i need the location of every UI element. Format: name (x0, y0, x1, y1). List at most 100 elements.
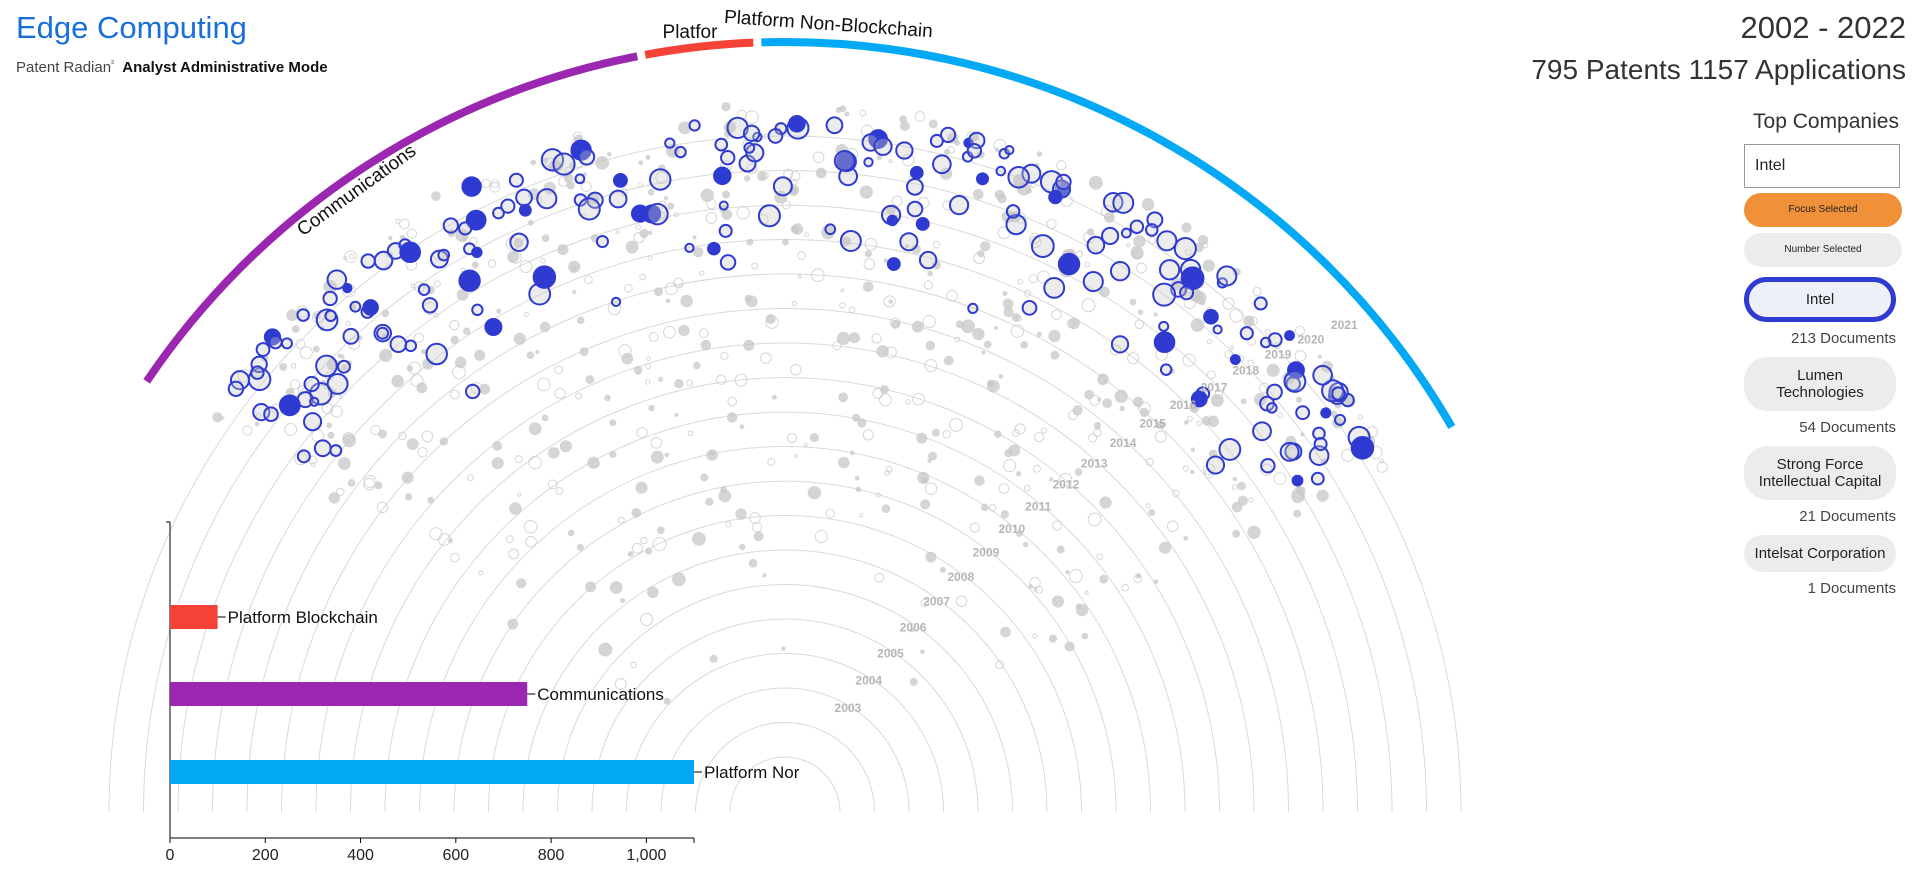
intel-document-dot (425, 342, 448, 366)
document-dot (585, 375, 595, 384)
document-dot (983, 340, 992, 349)
document-dot (1237, 495, 1248, 506)
document-dot (663, 697, 671, 705)
intel-document-dot (1004, 144, 1015, 156)
document-dot (481, 178, 491, 189)
document-dot (1093, 428, 1102, 437)
document-dot (625, 240, 639, 254)
document-dot (993, 325, 998, 330)
intel-document-dot (995, 165, 1007, 177)
number-selected-button[interactable]: Number Selected (1744, 233, 1902, 267)
document-dot (680, 294, 693, 308)
intel-document-dot (573, 193, 588, 207)
document-dot (345, 320, 351, 326)
ring-label: 2005 (877, 647, 904, 661)
document-dot (648, 404, 655, 412)
document-dot (526, 351, 535, 359)
document-dot (635, 481, 648, 494)
document-dot (398, 431, 407, 441)
year-ring (729, 756, 841, 813)
company-button-intel[interactable]: Intel (1744, 277, 1896, 322)
company-button-strong-force[interactable]: Strong Force Intellectual Capital (1744, 446, 1896, 500)
document-dot (1114, 389, 1128, 403)
document-dot (343, 256, 348, 261)
document-dot (576, 543, 584, 551)
document-dot (627, 551, 634, 558)
document-dot (839, 302, 846, 309)
intel-document-dot (268, 334, 283, 350)
document-dot (645, 547, 653, 555)
document-dot (1022, 541, 1029, 548)
document-dot (254, 421, 260, 427)
bar-label: Platform Blockchain (228, 608, 378, 627)
document-dot (650, 450, 664, 464)
document-dot (1016, 470, 1022, 477)
document-dot (582, 172, 587, 177)
document-dot (751, 262, 759, 270)
intel-document-dot (726, 116, 749, 140)
document-dot (836, 331, 851, 346)
document-dot (585, 581, 597, 593)
intel-document-dot (720, 150, 736, 166)
document-dot (692, 531, 706, 546)
document-dot (1010, 324, 1025, 338)
ring-label: 2015 (1139, 417, 1166, 431)
focus-selected-button[interactable]: Focus Selected (1744, 193, 1902, 227)
bar (170, 605, 218, 629)
category-arc (644, 38, 754, 59)
intel-document-dot (500, 198, 516, 214)
intel-document-dot (1310, 471, 1325, 486)
document-dot (1264, 328, 1272, 336)
document-dot (1129, 298, 1137, 306)
document-summary: 795 Patents 1157 Applications (1531, 54, 1906, 85)
document-dot (904, 244, 910, 249)
document-dot (416, 382, 428, 394)
document-dot (1084, 389, 1094, 400)
document-dot (1291, 489, 1305, 504)
document-dot (736, 206, 750, 220)
category-arc (143, 52, 639, 384)
document-dot (1232, 529, 1241, 538)
intel-document-dot (886, 214, 899, 227)
document-dot (837, 456, 850, 469)
document-dot (595, 156, 610, 170)
intel-document-dot (610, 296, 622, 308)
ring-label: 2019 (1265, 347, 1292, 361)
document-dot (673, 212, 679, 218)
intel-document-dot (326, 269, 348, 290)
document-dot (863, 258, 876, 271)
document-dot (528, 455, 542, 470)
background-dots (212, 101, 1388, 705)
company-search-input[interactable] (1744, 144, 1900, 188)
intel-document-dot (508, 172, 524, 188)
document-dot (312, 310, 325, 324)
document-dot (1186, 415, 1193, 422)
bar-label: Communications (537, 685, 664, 704)
document-dot (972, 189, 984, 200)
document-dot (1317, 354, 1323, 359)
company-button-intelsat[interactable]: Intelsat Corporation (1744, 535, 1896, 572)
intel-document-dot (684, 242, 695, 253)
document-dot (973, 252, 986, 265)
document-dot (460, 267, 466, 272)
company-button-lumen[interactable]: Lumen Technologies (1744, 357, 1896, 411)
document-dot (406, 438, 419, 451)
document-dot (220, 415, 225, 421)
document-dot (404, 493, 413, 501)
document-dot (942, 429, 952, 439)
document-dot (492, 440, 503, 451)
intel-document-dot (417, 283, 431, 297)
document-dot (427, 496, 435, 504)
year-ring (660, 687, 910, 813)
chart-title: Edge Computing (16, 10, 247, 45)
document-dot (749, 512, 761, 524)
intel-document-dot (362, 299, 379, 316)
document-dot (454, 356, 467, 369)
document-dot (471, 261, 479, 269)
document-dot (981, 350, 986, 355)
document-dot (1051, 309, 1062, 320)
document-dot (1146, 503, 1151, 509)
intel-document-dot (966, 143, 983, 159)
ring-label: 2008 (947, 570, 974, 584)
document-dot (1028, 274, 1038, 284)
